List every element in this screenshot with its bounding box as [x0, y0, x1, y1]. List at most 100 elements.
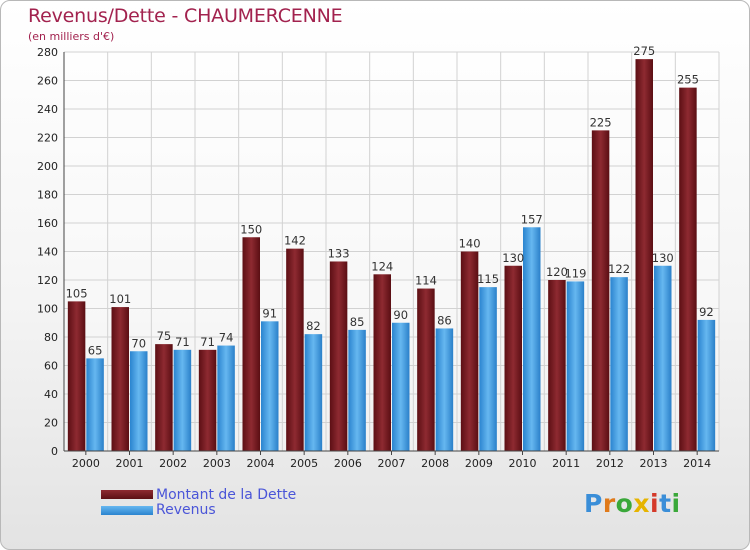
bar-debt — [548, 280, 566, 451]
bar-revenue — [261, 321, 279, 451]
bar-debt — [373, 274, 391, 451]
x-tick-label: 2008 — [421, 457, 449, 470]
y-tick-label: 80 — [44, 331, 58, 344]
y-tick-label: 0 — [51, 445, 58, 458]
data-label-revenue: 71 — [175, 335, 190, 349]
data-label-revenue: 70 — [131, 336, 146, 350]
x-tick-label: 2006 — [334, 457, 362, 470]
bar-debt — [679, 87, 697, 451]
x-tick-label: 2003 — [203, 457, 231, 470]
bar-revenue — [697, 319, 716, 451]
data-label-debt: 275 — [633, 44, 655, 58]
y-tick-label: 140 — [37, 246, 58, 259]
data-label-revenue: 115 — [477, 272, 499, 286]
x-tick-label: 2014 — [683, 457, 711, 470]
logo-letter: x — [633, 489, 650, 518]
x-tick-label: 2001 — [116, 457, 144, 470]
bar-revenue — [130, 351, 148, 451]
x-tick-label: 2002 — [159, 457, 187, 470]
bar-debt — [111, 307, 129, 451]
data-label-revenue: 122 — [608, 262, 630, 276]
chart-subtitle: (en milliers d'€) — [28, 30, 115, 43]
data-label-debt: 114 — [415, 274, 437, 288]
data-label-debt: 150 — [240, 222, 262, 236]
data-label-revenue: 85 — [350, 315, 365, 329]
legend-swatch-debt — [101, 490, 153, 499]
data-label-revenue: 74 — [219, 331, 234, 345]
x-tick-label: 2005 — [290, 457, 318, 470]
logo-letter: i — [650, 489, 660, 518]
bar-debt — [286, 248, 304, 451]
bar-debt — [504, 265, 522, 451]
legend-label-revenue: Revenus — [156, 502, 216, 518]
y-tick-label: 240 — [37, 103, 58, 116]
bar-revenue — [566, 281, 585, 451]
data-label-debt: 75 — [157, 329, 172, 343]
data-label-revenue: 130 — [652, 251, 674, 265]
bar-debt — [460, 251, 479, 451]
x-tick-label: 2011 — [552, 457, 580, 470]
bar-revenue — [217, 345, 235, 451]
x-tick-label: 2000 — [72, 457, 100, 470]
bar-revenue — [348, 329, 366, 451]
data-label-debt: 140 — [459, 237, 481, 251]
data-label-revenue: 157 — [521, 212, 543, 226]
y-tick-label: 220 — [37, 132, 58, 145]
bar-debt — [155, 344, 173, 451]
y-tick-label: 60 — [44, 360, 58, 373]
y-tick-label: 120 — [37, 274, 58, 287]
data-label-revenue: 92 — [699, 305, 714, 319]
data-label-revenue: 90 — [393, 308, 408, 322]
data-label-revenue: 91 — [262, 306, 277, 320]
x-tick-label: 2004 — [247, 457, 275, 470]
bar-debt — [329, 261, 348, 451]
data-label-debt: 142 — [284, 234, 306, 248]
data-label-revenue: 86 — [437, 313, 452, 327]
bar-debt — [242, 237, 260, 451]
bar-revenue — [392, 322, 410, 451]
data-label-debt: 71 — [200, 335, 215, 349]
logo-letter: r — [602, 489, 616, 518]
data-label-debt: 255 — [677, 73, 699, 87]
x-tick-label: 2010 — [509, 457, 537, 470]
y-tick-label: 40 — [44, 388, 58, 401]
y-tick-label: 160 — [37, 217, 58, 230]
y-tick-label: 100 — [37, 303, 58, 316]
logo-letter: i — [671, 489, 681, 518]
data-label-debt: 130 — [502, 251, 524, 265]
legend-label-debt: Montant de la Dette — [156, 487, 297, 503]
x-tick-label: 2009 — [465, 457, 493, 470]
legend-swatch-revenue — [101, 506, 153, 515]
y-tick-label: 260 — [37, 75, 58, 88]
bar-revenue — [86, 358, 104, 451]
bar-debt — [198, 349, 217, 451]
bar-revenue — [173, 349, 192, 451]
bar-revenue — [610, 277, 628, 451]
y-tick-label: 180 — [37, 189, 58, 202]
data-label-debt: 225 — [590, 115, 612, 129]
bar-revenue — [654, 265, 672, 451]
y-tick-label: 200 — [37, 160, 58, 173]
bar-debt — [591, 130, 610, 451]
logo-letter: o — [615, 489, 634, 518]
data-label-debt: 133 — [328, 246, 350, 260]
bar-revenue — [304, 334, 323, 451]
logo-letter: P — [584, 489, 603, 518]
bar-revenue — [435, 328, 454, 451]
chart-title: Revenus/Dette - CHAUMERCENNE — [28, 5, 343, 27]
x-tick-label: 2013 — [640, 457, 668, 470]
data-label-debt: 124 — [371, 259, 393, 273]
y-tick-label: 20 — [44, 417, 58, 430]
data-label-revenue: 65 — [88, 343, 103, 357]
bar-debt — [635, 59, 653, 451]
bar-debt — [417, 288, 435, 451]
bar-revenue — [479, 287, 497, 451]
bar-debt — [67, 301, 86, 451]
proxiti-logo: Proxiti — [584, 489, 681, 518]
data-label-revenue: 119 — [564, 266, 586, 280]
data-label-revenue: 82 — [306, 319, 321, 333]
x-tick-label: 2007 — [378, 457, 406, 470]
x-tick-label: 2012 — [596, 457, 624, 470]
